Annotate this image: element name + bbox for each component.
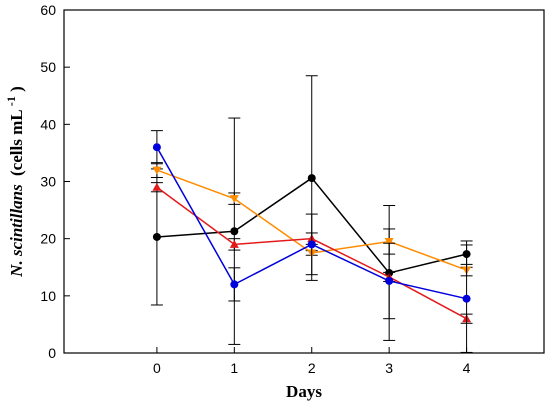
series-layer bbox=[150, 75, 473, 353]
data-point bbox=[230, 227, 239, 236]
x-axis-ticks: 0 1 2 3 4 bbox=[153, 347, 471, 376]
data-point bbox=[152, 143, 161, 152]
data-point bbox=[384, 238, 394, 247]
y-tick-label: 60 bbox=[40, 2, 56, 18]
plot-frame bbox=[63, 9, 545, 354]
y-tick-label: 0 bbox=[48, 345, 56, 361]
x-tick-label: 3 bbox=[385, 360, 393, 376]
y-axis-title: N. scintillans (cells mL -1 ) bbox=[0, 86, 26, 278]
x-tick-label: 0 bbox=[153, 360, 161, 376]
series-1 bbox=[150, 75, 473, 345]
y-axis-ticks: 0 10 20 30 40 50 60 bbox=[40, 2, 70, 361]
y-tick-label: 40 bbox=[40, 116, 56, 132]
axes bbox=[63, 9, 545, 354]
y-axis-species: N. scintillans bbox=[7, 184, 26, 278]
y-axis-unit: (cells mL bbox=[7, 110, 26, 176]
series-4 bbox=[150, 130, 473, 353]
y-axis-unit-close: ) bbox=[7, 86, 26, 92]
y-tick-label: 10 bbox=[40, 288, 56, 304]
x-tick-label: 2 bbox=[308, 360, 316, 376]
y-tick-label: 50 bbox=[40, 59, 56, 75]
y-tick-label: 20 bbox=[40, 231, 56, 247]
data-point bbox=[385, 276, 394, 285]
data-point bbox=[152, 232, 161, 241]
y-tick-label: 30 bbox=[40, 174, 56, 190]
y-axis-unit-exponent: -1 bbox=[4, 96, 18, 106]
x-axis-title: Days bbox=[286, 382, 322, 401]
data-point bbox=[462, 294, 471, 303]
data-point bbox=[152, 182, 162, 191]
x-tick-label: 4 bbox=[463, 360, 471, 376]
data-point bbox=[230, 280, 239, 289]
data-point bbox=[307, 240, 316, 249]
data-point bbox=[152, 166, 162, 175]
data-point bbox=[307, 174, 316, 183]
data-point bbox=[229, 239, 239, 248]
data-point bbox=[229, 195, 239, 204]
x-tick-label: 1 bbox=[230, 360, 238, 376]
